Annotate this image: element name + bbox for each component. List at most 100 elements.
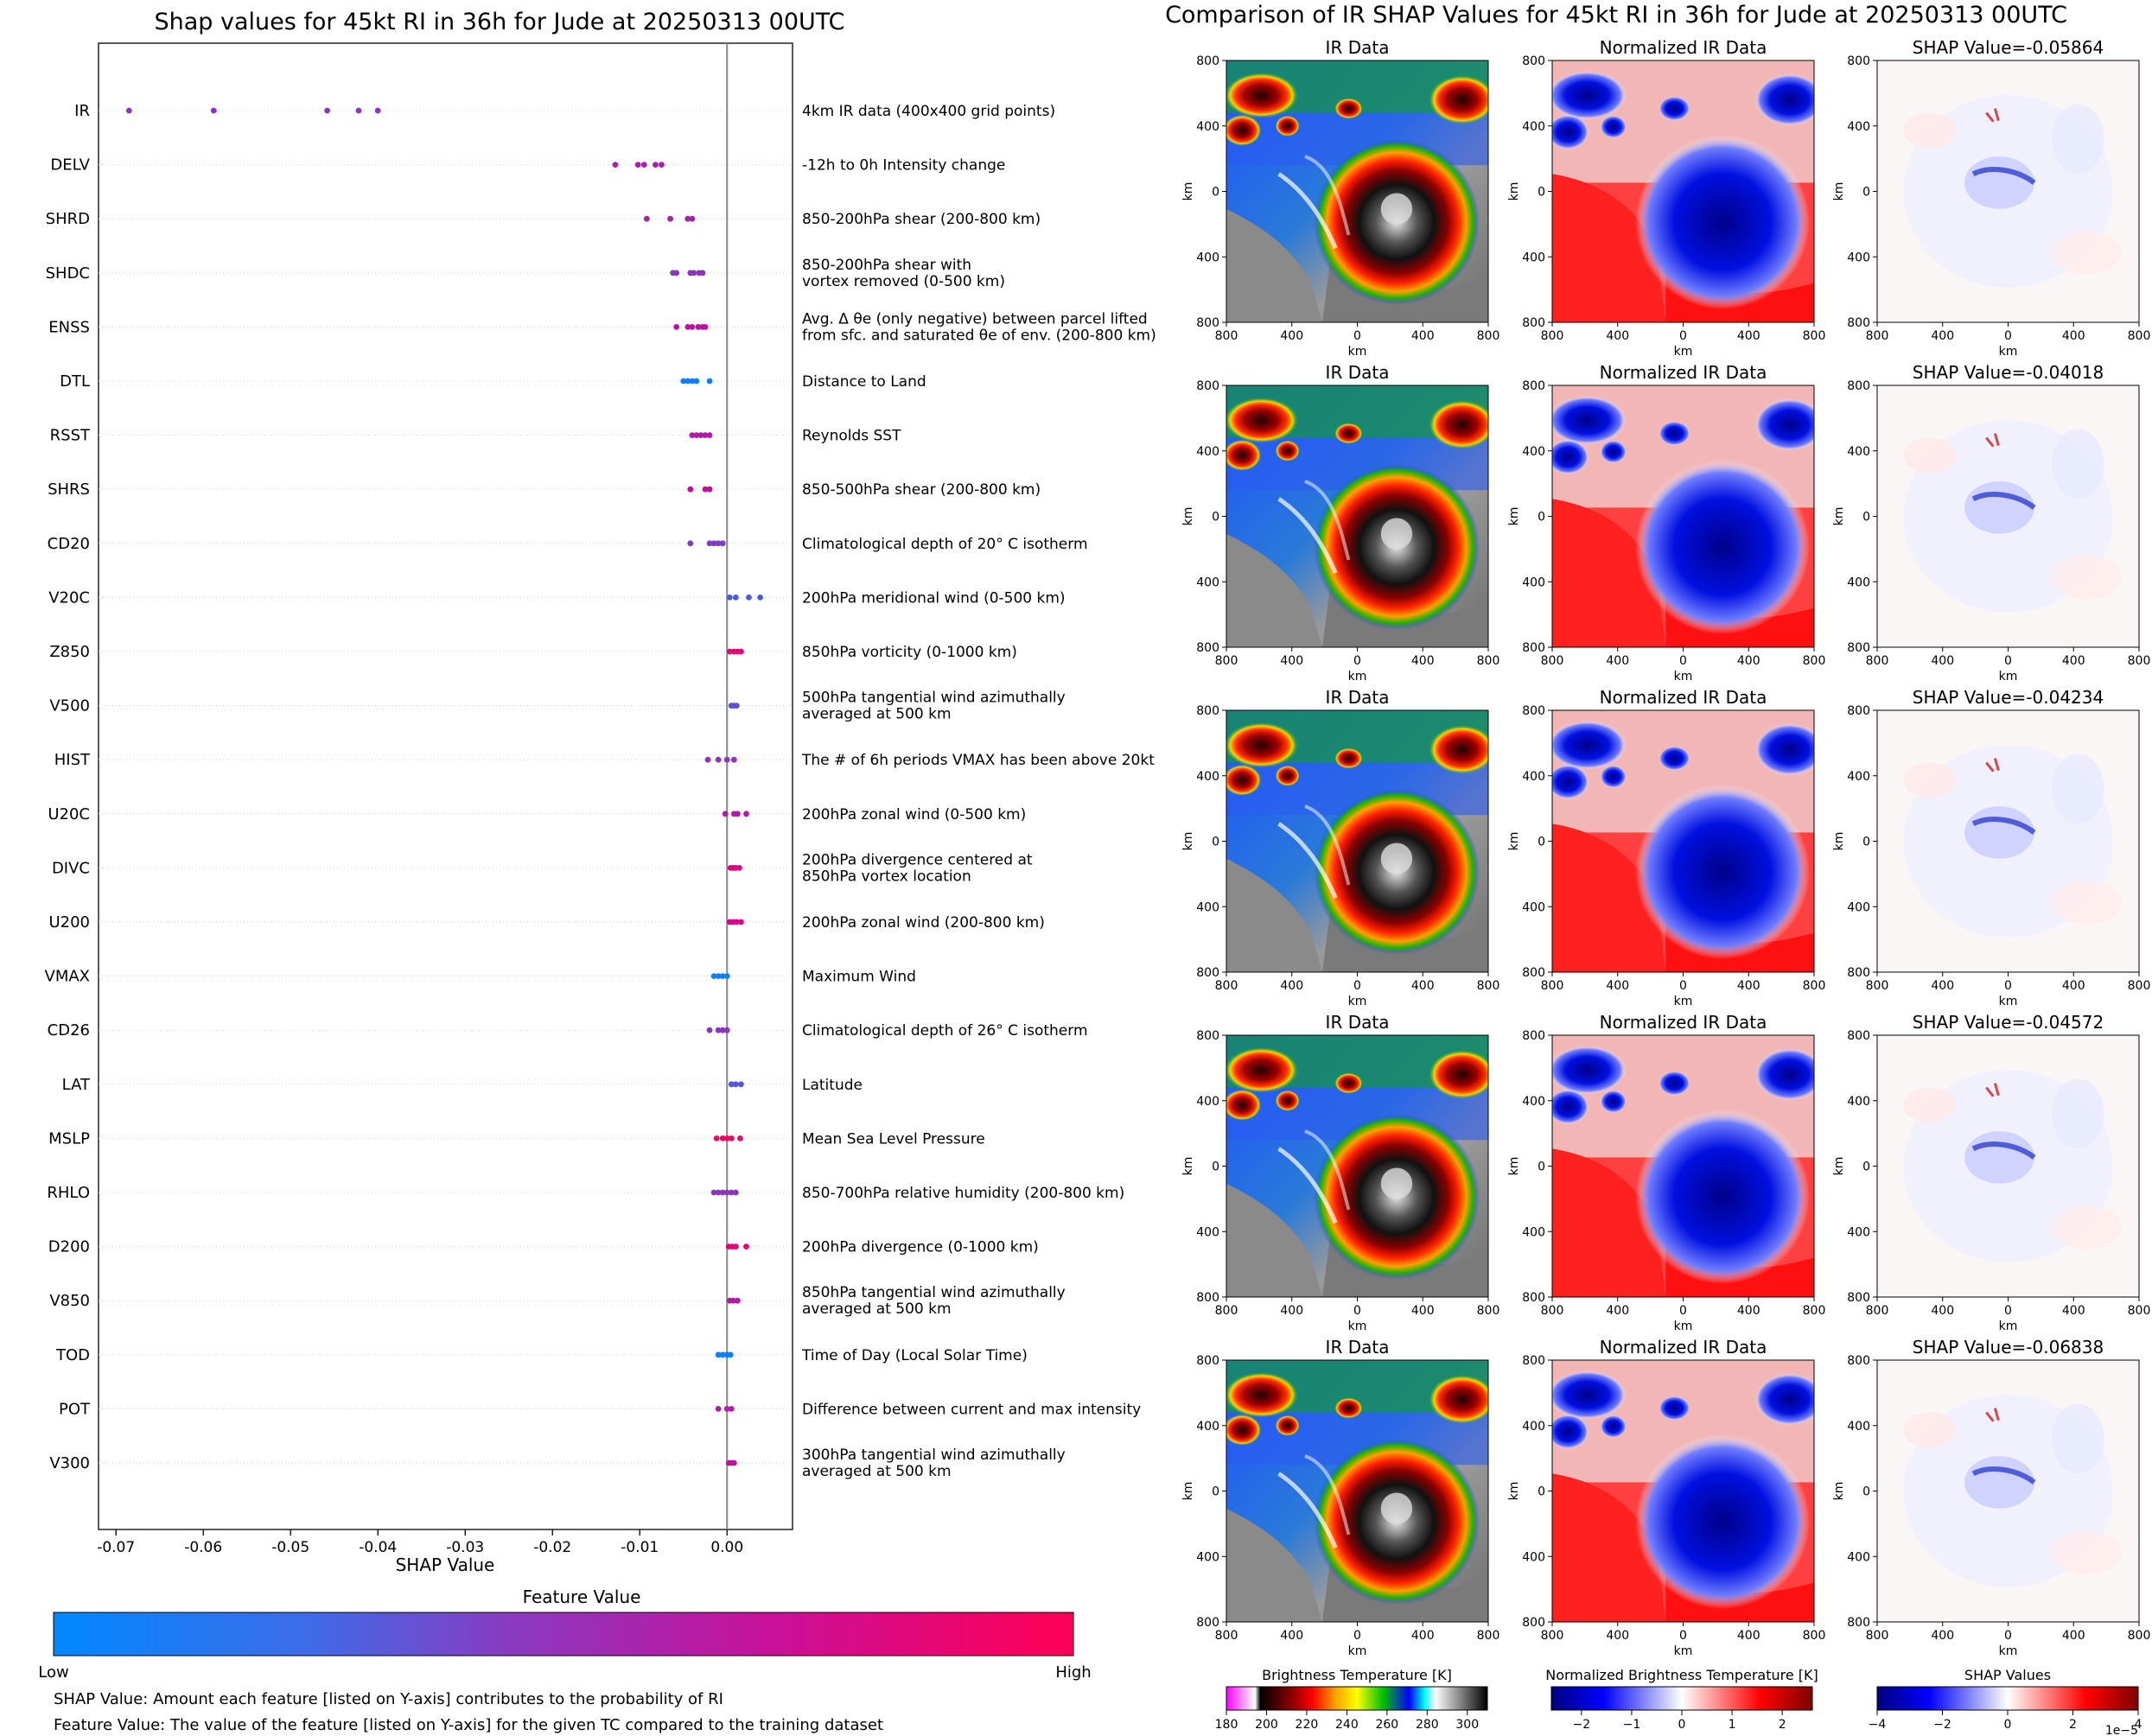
panel-shap-5: SHAP Value=-0.06838800800400400004004008…: [1832, 1337, 2150, 1658]
x-tick-label-3: -0.04: [359, 1539, 397, 1556]
panel-xtick-label-2-0-3: 400: [1411, 654, 1435, 668]
panel-xtick-label-1-0-4: 800: [1477, 329, 1500, 343]
shap-point-tod-1: [719, 1351, 726, 1358]
panel-ytick-label-3-1-2: 0: [1538, 836, 1545, 849]
shap-point-rhlo-5: [732, 1189, 739, 1196]
panel-xtick-label-3-1-3: 400: [1737, 979, 1760, 993]
feature-description-shdc-line1: 850-200hPa shear with: [802, 257, 971, 274]
panel-xlabel-1-0: km: [1348, 345, 1367, 359]
x-tick-label-0: -0.07: [97, 1539, 135, 1556]
panel-ytick-label-2-0-3: 400: [1196, 575, 1219, 589]
shap-point-mslp-3: [728, 1135, 735, 1141]
feature-description-tod: Time of Day (Local Solar Time): [801, 1347, 1028, 1364]
panel-xtick-label-1-2-4: 800: [2128, 329, 2151, 343]
panel-ytick-label-1-1-4: 800: [1522, 316, 1545, 330]
panel-ytick-label-4-0-3: 400: [1196, 1225, 1219, 1239]
panel-xtick-label-2-1-1: 400: [1606, 654, 1629, 668]
x-tick-label-7: 0.00: [710, 1539, 743, 1556]
panel-ytick-label-1-0-2: 0: [1212, 186, 1219, 200]
panel-title-ir-data-4: IR Data: [1326, 1012, 1390, 1033]
panel-ytick-label-3-2-1: 400: [1847, 770, 1870, 784]
shap-point-v850-2: [734, 1297, 741, 1304]
shap-point-rsst-3: [702, 432, 709, 438]
feature-name-mslp: MSLP: [48, 1129, 90, 1148]
shap-point-pot-2: [728, 1406, 735, 1412]
panel-ytick-label-1-2-0: 800: [1847, 54, 1870, 68]
feature-description-v850-line1: 850hPa tangential wind azimuthally: [802, 1284, 1066, 1301]
panel-xlabel-4-1: km: [1674, 1319, 1693, 1333]
feature-name-hist: HIST: [54, 751, 91, 769]
shap-point-rhlo-1: [715, 1189, 722, 1196]
panel-ylabel-5-1: km: [1507, 1482, 1521, 1501]
panel-xtick-label-3-1-4: 800: [1803, 979, 1826, 993]
shap-point-cd20-3: [715, 540, 722, 547]
shap-point-dtl-1: [684, 378, 691, 385]
colorbar-2-tick-label-1: −2: [1933, 1718, 1951, 1732]
panel-ytick-label-2-2-1: 400: [1847, 445, 1870, 459]
shap-point-cd26-1: [715, 1027, 722, 1033]
panel-ytick-label-3-1-1: 400: [1522, 770, 1545, 784]
shap-point-enss-3: [695, 324, 702, 330]
panel-image-shap-5: [1877, 1360, 2139, 1622]
panel-xtick-label-1-0-2: 0: [1353, 329, 1361, 343]
panel-ytick-label-5-2-1: 400: [1847, 1420, 1870, 1434]
colorbar-2-tick-label-3: 2: [2069, 1718, 2077, 1732]
feature-description-hist: The # of 6h periods VMAX has been above …: [801, 752, 1155, 769]
panel-ytick-label-5-1-3: 400: [1522, 1550, 1545, 1564]
panel-xtick-label-2-1-0: 800: [1541, 654, 1564, 668]
panel-ytick-label-5-1-2: 0: [1538, 1485, 1545, 1499]
panel-ylabel-5-0: km: [1181, 1482, 1195, 1501]
normalized-bt-colorbar: Normalized Brightness Temperature [K] −2…: [1545, 1667, 1818, 1732]
panel-xtick-label-5-0-4: 800: [1477, 1629, 1500, 1643]
panel-ytick-label-3-2-2: 0: [1862, 836, 1870, 849]
colorbar-0-tick-label-0: 180: [1215, 1718, 1238, 1732]
panel-ylabel-1-1: km: [1507, 182, 1521, 201]
panel-xtick-label-4-1-1: 400: [1606, 1304, 1629, 1318]
panel-xtick-label-4-2-1: 400: [1931, 1304, 1954, 1318]
panel-ytick-label-2-2-3: 400: [1847, 575, 1870, 589]
panel-image-shap-2: [1877, 385, 2139, 647]
panel-xlabel-3-1: km: [1674, 995, 1693, 1008]
shap-point-dtl-2: [689, 378, 696, 385]
shap-point-pot-0: [715, 1406, 722, 1412]
panel-ytick-label-4-2-3: 400: [1847, 1225, 1870, 1239]
panel-ytick-label-3-0-4: 800: [1196, 966, 1219, 980]
panel-xtick-label-2-0-0: 800: [1215, 654, 1238, 668]
shap-point-lat-1: [732, 1081, 739, 1088]
panel-ytick-label-2-0-4: 800: [1196, 641, 1219, 655]
panel-xtick-label-1-2-2: 0: [2004, 329, 2012, 343]
panel-xtick-label-1-1-3: 400: [1737, 329, 1760, 343]
shap-point-cd26-3: [723, 1027, 730, 1033]
panel-normalized-ir-data-3: Normalized IR Data8008004004000040040080…: [1507, 687, 1825, 1008]
panel-xtick-label-1-1-2: 0: [1679, 329, 1687, 343]
feature-descriptions: 4km IR data (400x400 grid points) -12h to…: [801, 103, 1156, 1480]
panel-image-ir-data-1: [1223, 60, 1495, 322]
panel-ytick-label-1-1-2: 0: [1538, 186, 1545, 200]
feature-name-u20c: U20C: [48, 805, 90, 823]
panel-xtick-label-2-2-4: 800: [2128, 654, 2151, 668]
panel-xtick-label-2-2-2: 0: [2004, 654, 2012, 668]
panel-ytick-label-4-0-4: 800: [1196, 1291, 1219, 1305]
panel-shap-3: SHAP Value=-0.04234800800400400004004008…: [1832, 687, 2150, 1008]
panel-xtick-label-4-2-3: 400: [2062, 1304, 2085, 1318]
panel-xtick-label-1-0-0: 800: [1215, 329, 1238, 343]
shap-point-rsst-0: [689, 432, 696, 438]
panel-ytick-label-3-1-0: 800: [1522, 704, 1545, 718]
panel-ytick-label-3-0-1: 400: [1196, 770, 1219, 784]
feature-name-cd26: CD26: [48, 1021, 90, 1040]
panel-xtick-label-3-0-4: 800: [1477, 979, 1500, 993]
colorbar-1-tick-label-0: −2: [1573, 1718, 1591, 1732]
panel-image-normalized-ir-data-5: [1552, 1360, 1814, 1622]
panel-image-normalized-ir-data-3: [1552, 710, 1814, 972]
shap-point-hist-0: [704, 756, 711, 763]
panel-xtick-label-2-2-3: 400: [2062, 654, 2085, 668]
panel-title-shap-5: SHAP Value=-0.06838: [1913, 1337, 2104, 1358]
right-chart-title: Comparison of IR SHAP Values for 45kt RI…: [1165, 2, 2067, 29]
panel-ytick-label-4-0-1: 400: [1196, 1095, 1219, 1109]
shap-point-cd20-2: [710, 540, 717, 547]
panel-ytick-label-3-2-4: 800: [1847, 966, 1870, 980]
panel-ytick-label-1-2-2: 0: [1862, 186, 1870, 200]
shap-point-ir-1: [210, 107, 217, 114]
